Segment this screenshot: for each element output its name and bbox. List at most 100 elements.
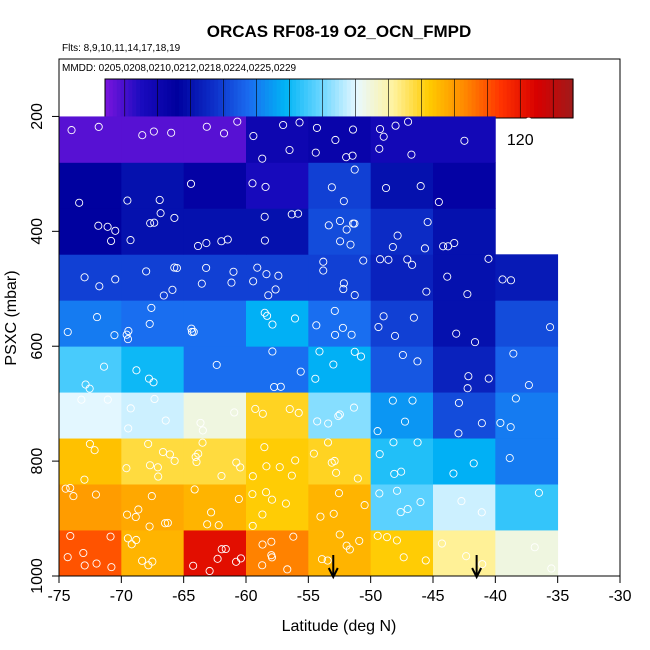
observation-point bbox=[126, 404, 135, 413]
colorbar-segment bbox=[264, 79, 270, 118]
colorbar-segment bbox=[253, 79, 258, 118]
colorbar-segment bbox=[393, 79, 399, 118]
colorbar-segment bbox=[374, 79, 379, 118]
heatmap-cell bbox=[370, 116, 434, 163]
observation-point bbox=[462, 552, 471, 561]
heatmap-cell bbox=[183, 254, 247, 301]
heatmap-cell bbox=[433, 208, 496, 255]
observation-point bbox=[329, 509, 338, 518]
heatmap-cell bbox=[183, 438, 247, 485]
observation-point bbox=[397, 467, 406, 476]
colorbar-segment bbox=[534, 79, 539, 118]
observation-point bbox=[524, 117, 533, 126]
observation-point bbox=[189, 561, 198, 570]
observation-point bbox=[422, 287, 431, 296]
observation-point bbox=[144, 561, 153, 570]
colorbar-segment bbox=[569, 79, 574, 118]
heatmap-cell bbox=[246, 392, 309, 439]
x-tick-label: -45 bbox=[421, 588, 444, 605]
observation-point bbox=[311, 148, 320, 157]
colorbar-segment bbox=[424, 79, 430, 118]
x-axis: -75 -70 -65 -60 -55 -50 -45 -40 -35 -30 bbox=[47, 575, 632, 605]
observation-point bbox=[356, 352, 366, 361]
observation-point bbox=[75, 198, 84, 207]
colorbar-segment bbox=[249, 79, 254, 118]
observation-point bbox=[285, 145, 294, 155]
observation-point bbox=[103, 395, 112, 404]
observation-point bbox=[464, 372, 473, 381]
colorbar-segment bbox=[268, 79, 274, 118]
observation-point bbox=[291, 456, 300, 465]
colorbar-segment bbox=[498, 79, 504, 118]
observation-point bbox=[79, 548, 88, 558]
observation-point bbox=[324, 221, 333, 230]
heatmap-cell bbox=[308, 208, 372, 255]
dates-subtitle: MMDD: 0205,0208,0210,0212,0218,0224,0225… bbox=[62, 63, 297, 74]
colorbar-segment bbox=[136, 79, 141, 118]
colorbar-segment bbox=[475, 79, 480, 118]
observation-point bbox=[339, 197, 348, 206]
observation-point bbox=[138, 556, 147, 565]
observation-point bbox=[260, 212, 269, 221]
heatmap-cell bbox=[246, 530, 309, 577]
observation-point bbox=[413, 438, 422, 447]
observation-point bbox=[342, 153, 351, 162]
observation-point bbox=[360, 501, 369, 510]
observation-point bbox=[131, 512, 140, 522]
colorbar-segment bbox=[151, 79, 157, 118]
observation-point bbox=[416, 182, 425, 191]
observation-point bbox=[150, 394, 159, 404]
heatmap-cell bbox=[59, 208, 122, 255]
observation-point bbox=[332, 468, 341, 477]
observation-point bbox=[249, 277, 258, 286]
colorbar-segment bbox=[381, 79, 387, 118]
observation-point bbox=[478, 560, 487, 569]
heatmap-cell bbox=[370, 208, 434, 255]
observation-point bbox=[315, 347, 324, 356]
observation-point bbox=[463, 384, 472, 393]
observation-point bbox=[454, 398, 463, 407]
colorbar-segment bbox=[397, 79, 402, 118]
observation-point bbox=[107, 236, 116, 246]
observation-point bbox=[374, 322, 383, 332]
observation-point bbox=[444, 242, 453, 251]
observation-point bbox=[506, 276, 516, 285]
observation-point bbox=[187, 327, 196, 336]
observation-point bbox=[92, 559, 101, 568]
y-axis-label: PSXC (mbar) bbox=[3, 270, 20, 365]
observation-point bbox=[227, 278, 236, 287]
observation-point bbox=[484, 254, 493, 263]
observation-point bbox=[262, 488, 271, 497]
observation-point bbox=[294, 408, 303, 417]
colorbar-segment bbox=[241, 79, 246, 118]
observation-point bbox=[260, 236, 269, 245]
observation-point bbox=[403, 505, 412, 514]
observation-point bbox=[111, 226, 120, 235]
colorbar-segment bbox=[479, 79, 484, 118]
y-tick-label: 400 bbox=[29, 218, 46, 245]
observation-point bbox=[145, 319, 154, 328]
colorbar-segment bbox=[444, 79, 449, 118]
observation-point bbox=[311, 374, 320, 383]
observation-point bbox=[85, 439, 94, 448]
observation-point bbox=[94, 122, 103, 131]
observation-point bbox=[192, 457, 201, 467]
colorbar-segment bbox=[537, 79, 543, 118]
observation-point bbox=[231, 557, 241, 566]
colorbar-segment bbox=[163, 79, 168, 118]
heatmap-cell bbox=[246, 300, 309, 347]
observation-point bbox=[221, 544, 230, 554]
heatmap-cell bbox=[308, 438, 372, 485]
x-tick-label: -50 bbox=[359, 588, 382, 605]
observation-point bbox=[373, 531, 382, 540]
heatmap-cell bbox=[59, 116, 122, 163]
observation-point bbox=[338, 323, 347, 332]
heatmap-cell bbox=[121, 392, 185, 439]
observation-point bbox=[319, 266, 328, 275]
observation-point bbox=[349, 403, 359, 412]
heatmap-cell bbox=[370, 254, 434, 301]
observation-point bbox=[375, 144, 384, 153]
observation-point bbox=[375, 450, 384, 459]
heatmap-cell bbox=[495, 346, 559, 393]
